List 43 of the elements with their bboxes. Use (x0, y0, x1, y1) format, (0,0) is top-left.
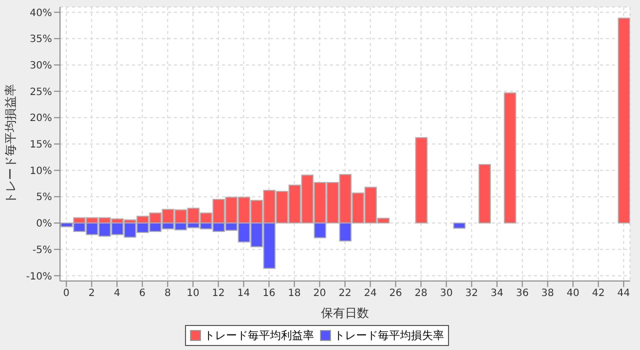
x-tick-label: 28 (414, 288, 428, 300)
bar (453, 222, 466, 229)
x-tick-label: 18 (288, 288, 301, 300)
x-tick-label: 24 (364, 288, 377, 300)
legend-label: トレード毎平均損失率 (333, 328, 444, 343)
x-tick-label: 4 (114, 288, 120, 300)
y-tick-label: 15% (30, 140, 52, 151)
x-tick-label: 34 (490, 288, 504, 300)
y-tick-label: 20% (30, 113, 52, 124)
x-tick-label: 6 (139, 288, 146, 300)
y-tick-label: 10% (30, 166, 52, 177)
x-tick-label: 32 (465, 288, 478, 300)
bar (618, 18, 630, 224)
x-tick-label: 10 (186, 288, 200, 300)
legend-label: トレード毎平均利益率 (203, 328, 314, 343)
x-tick-label: 0 (63, 288, 70, 300)
x-tick-label: 36 (516, 288, 529, 300)
y-tick-label: 5% (36, 192, 52, 204)
x-tick-label: 22 (338, 288, 352, 300)
y-tick-label: 25% (30, 86, 52, 98)
x-tick-label: 14 (237, 288, 250, 300)
bar (415, 137, 428, 224)
x-tick-label: 2 (88, 288, 95, 300)
x-tick-label: 12 (212, 288, 225, 300)
y-tick-label: 40% (30, 8, 52, 19)
y-tick-label: -5% (32, 244, 52, 256)
x-tick-label: 16 (262, 288, 276, 300)
x-tick-label: 38 (541, 288, 554, 300)
x-tick-label: 30 (440, 288, 453, 300)
x-tick-label: 20 (313, 288, 326, 300)
y-tick-label: 30% (30, 60, 52, 72)
y-axis-title: トレード毎平均損益率 (3, 84, 18, 204)
bar (478, 164, 491, 224)
y-tick-label: 0% (36, 218, 52, 230)
y-tick-label: 35% (30, 34, 52, 46)
x-tick-label: 40 (566, 288, 580, 300)
x-tick-label: 26 (389, 288, 402, 300)
x-axis-title: 保有日数 (321, 306, 369, 320)
x-tick-label: 8 (164, 288, 171, 300)
bar (504, 92, 516, 224)
x-tick-label: 42 (592, 288, 605, 300)
x-tick-label: 44 (617, 288, 630, 300)
y-tick-label: -10% (26, 271, 52, 282)
